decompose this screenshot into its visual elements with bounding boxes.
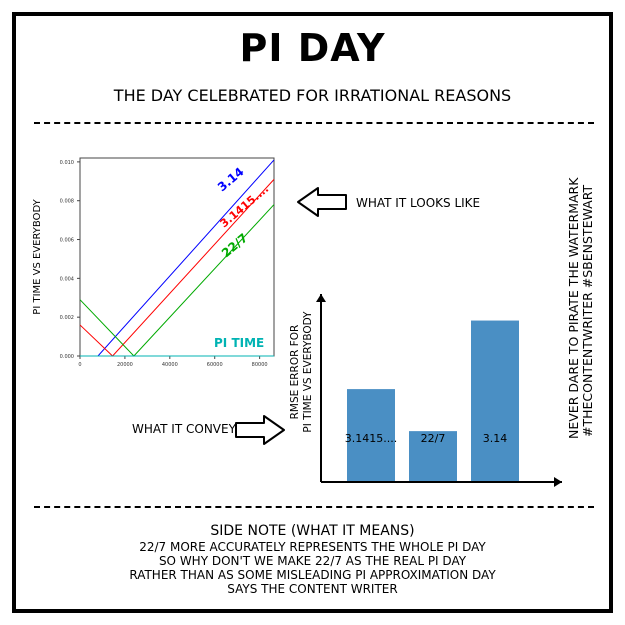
x-tick-label: 0 — [78, 362, 81, 368]
y-tick-label: 0.004 — [60, 276, 74, 282]
x-tick-label: 20000 — [117, 362, 133, 368]
looks-like-label: WHAT IT LOOKS LIKE — [356, 196, 481, 210]
y-axis-label: PI TIME VS EVERYBODY — [32, 198, 43, 314]
plot-area — [79, 157, 275, 357]
watermark-line-2: #THECONTENTWRITER #SBENSTEWART — [580, 184, 595, 437]
conveys-label: WHAT IT CONVEYS — [132, 422, 244, 436]
side-note: SIDE NOTE (WHAT IT MEANS) 22/7 MORE ACCU… — [0, 522, 625, 596]
bar-chart-plot: 3.1415.... 22/7 3.14 RMSE ERROR FOR PI TIME … — [289, 294, 562, 487]
side-note-line: 22/7 MORE ACCURATELY REPRESENTS THE WHOL… — [139, 540, 486, 554]
y-axis-arrow — [316, 294, 326, 302]
x-tick-label: 40000 — [162, 362, 178, 368]
line-chart: 0.000 0.002 0.004 0.006 0.008 0.010 0 20000 4000… — [32, 157, 275, 368]
side-note-line: SAYS THE CONTENT WRITER — [227, 582, 398, 596]
y-tick-label: 0.002 — [60, 315, 74, 321]
y-tick-label: 0.010 — [60, 160, 74, 166]
y-tick-label: 0.008 — [60, 199, 74, 205]
page-subtitle: THE DAY CELEBRATED FOR IRRATIONAL REASON… — [113, 86, 512, 105]
left-arrow-icon — [297, 187, 347, 217]
y-axis-label: PI TIME VS EVERYBODY — [302, 311, 314, 433]
y-tick-label: 0.006 — [60, 238, 74, 244]
bottom-divider — [34, 506, 594, 508]
bar — [471, 320, 519, 482]
x-axis-arrow — [554, 477, 562, 487]
y-axis-label: RMSE ERROR FOR — [289, 325, 301, 420]
bar — [347, 389, 395, 482]
bar — [409, 431, 457, 482]
bar-label: 3.14 — [483, 432, 508, 445]
bar-label: 22/7 — [421, 432, 446, 445]
line-chart-plot: 0.000 0.002 0.004 0.006 0.008 0.010 0 20000 4000… — [32, 157, 275, 368]
side-note-heading: SIDE NOTE (WHAT IT MEANS) — [210, 523, 415, 539]
bar-label: 3.1415.... — [345, 432, 397, 445]
x-tick-label: 80000 — [252, 362, 268, 368]
page-title: PI DAY — [239, 26, 386, 70]
series-label: PI TIME — [214, 336, 264, 350]
side-note-line: RATHER THAN AS SOME MISLEADING PI APPROX… — [129, 568, 496, 582]
x-tick-label: 60000 — [207, 362, 223, 368]
bar-chart: 3.1415.... 22/7 3.14 RMSE ERROR FOR PI TIME … — [289, 294, 562, 487]
top-divider — [34, 122, 594, 124]
side-note-line: SO WHY DON'T WE MAKE 22/7 AS THE REAL PI… — [158, 554, 467, 568]
y-tick-label: 0.000 — [60, 354, 74, 360]
right-arrow-icon — [235, 415, 285, 445]
